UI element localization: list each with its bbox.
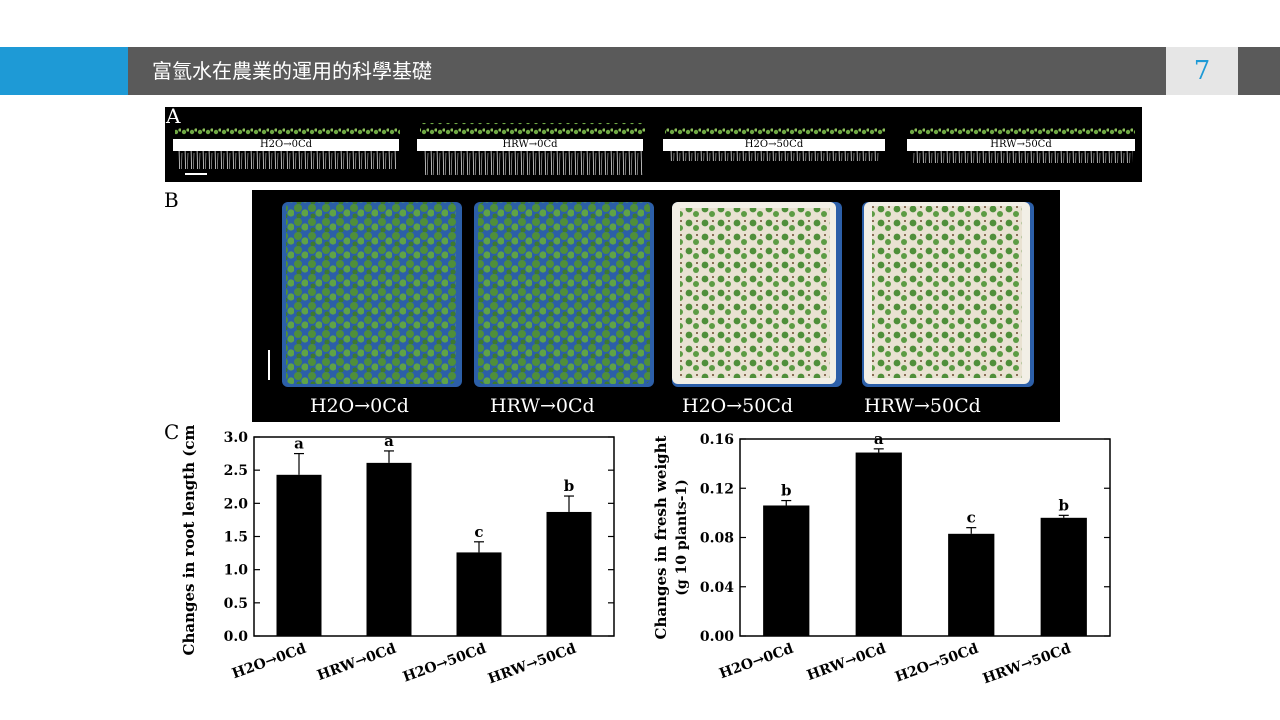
header-end-block [1238, 47, 1280, 95]
y-axis-label-unit: (g 10 plants-1) [674, 479, 690, 596]
bar [366, 462, 412, 636]
y-tick-label: 0.04 [700, 580, 734, 596]
x-tick-label: HRW→0Cd [315, 641, 398, 684]
fresh-weight-chart: 0.00 0.04 0.08 0.12 0.16 b H2O→0Cd a HRW→0Cd c H2O… [652, 430, 1111, 688]
y-tick-label: 0.5 [224, 596, 248, 612]
root-strip-graphic [175, 123, 1135, 175]
tray-graphic [268, 202, 1034, 387]
bar [276, 474, 322, 636]
root-length-chart: 0.0 0.5 1.0 1.5 2.0 2.5 3.0 a H2O→0Cd a HRW→0Cd c H2… [180, 425, 615, 688]
y-tick-label: 0.16 [700, 432, 734, 448]
bar [948, 533, 995, 636]
y-tick-label: 0.0 [224, 629, 249, 645]
panel-a-letter: A [166, 104, 181, 128]
significance-letter: b [781, 482, 792, 500]
slide-title: 富氫水在農業的運用的科學基礎 [128, 47, 1166, 95]
significance-letter: a [874, 430, 884, 448]
significance-letter: a [294, 435, 304, 453]
significance-letter: c [474, 523, 483, 541]
panel-c-letter: C [164, 420, 180, 444]
page-number: 7 [1166, 47, 1238, 95]
panel-b-tray-photo: H2O→0Cd HRW→0Cd H2O→50Cd HRW→50Cd [252, 190, 1060, 422]
y-tick-label: 1.5 [224, 530, 248, 546]
bar [456, 552, 502, 636]
x-tick-label: H2O→50Cd [401, 641, 489, 686]
panel-b-letter: B [164, 188, 179, 212]
x-tick-label: H2O→50Cd [893, 641, 981, 686]
significance-letter: c [967, 509, 976, 527]
x-tick-label: H2O→0Cd [230, 641, 309, 683]
x-tick-label: H2O→0Cd [717, 641, 796, 683]
y-tick-label: 1.0 [224, 563, 249, 579]
bar [1040, 517, 1087, 636]
bar [855, 452, 902, 636]
panel-a-root-photo: H2O→0Cd HRW→0Cd H2O→50Cd HRW→50Cd [165, 107, 1142, 182]
panel-a-label-2: HRW→0Cd [417, 139, 643, 151]
panel-a-label-4: HRW→50Cd [907, 139, 1135, 151]
panel-b-label-3: H2O→50Cd [682, 395, 794, 417]
panel-b-label-1: H2O→0Cd [310, 395, 409, 417]
y-axis-label: Changes in fresh weight [652, 435, 670, 639]
significance-letter: b [564, 477, 575, 495]
y-tick-label: 0.00 [700, 629, 734, 645]
y-tick-label: 2.0 [224, 496, 249, 512]
x-tick-label: HRW→50Cd [486, 641, 579, 688]
panel-b-label-4: HRW→50Cd [864, 395, 981, 417]
header-accent-block [0, 47, 128, 95]
x-tick-label: HRW→0Cd [805, 641, 888, 684]
bar [546, 511, 592, 636]
y-tick-label: 0.12 [700, 481, 734, 497]
panel-b-label-2: HRW→0Cd [490, 395, 595, 417]
y-tick-label: 3.0 [224, 430, 249, 446]
bar [763, 505, 810, 636]
y-tick-label: 2.5 [224, 463, 248, 479]
panel-a-scale-bar [185, 173, 207, 175]
significance-letter: a [384, 432, 394, 450]
x-tick-label: HRW→50Cd [981, 641, 1074, 688]
panel-a-label-1: H2O→0Cd [173, 139, 399, 151]
significance-letter: b [1059, 496, 1070, 514]
y-tick-label: 0.08 [700, 531, 734, 547]
y-axis-label: Changes in root length (cm) [180, 425, 198, 655]
panel-a-label-3: H2O→50Cd [663, 139, 885, 151]
